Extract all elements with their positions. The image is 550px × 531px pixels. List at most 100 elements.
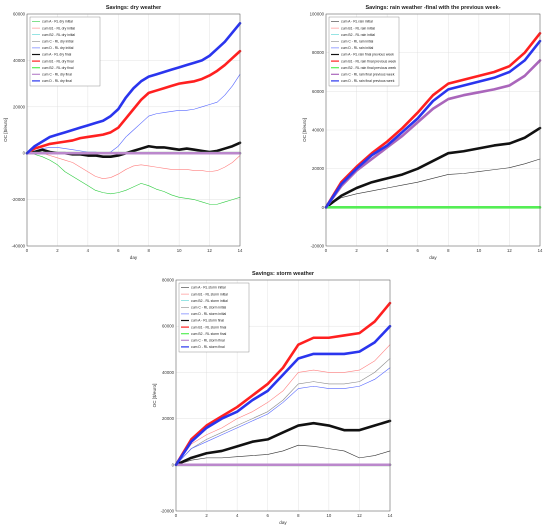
legend-entry: cum D - RL rain initial (341, 46, 374, 50)
legend-entry: cum D - RL rain final previous week (341, 79, 395, 83)
series-line-5 (175, 367, 391, 466)
legend-entry: cum A - RL dry initial (42, 20, 73, 24)
legend-entry: cum B2 - RL rain initial (341, 33, 375, 37)
y-tick-label: 100000 (310, 12, 325, 17)
legend-entry: cum B2 - RL rain final previous week (341, 66, 396, 70)
x-tick-label: 4 (87, 248, 90, 253)
legend-entry: cum B1 - RL dry final (42, 59, 74, 63)
x-tick-label: 14 (538, 248, 543, 253)
y-axis-label: OC [$/euro] (3, 118, 8, 142)
x-tick-label: 8 (148, 248, 151, 253)
x-tick-label: 8 (297, 513, 300, 518)
series-line-10 (324, 39, 542, 209)
x-tick-label: 12 (507, 248, 512, 253)
series-line-4 (175, 358, 391, 466)
x-tick-label: 6 (117, 248, 120, 253)
legend-entry: cum C - RL rain final previous week (341, 73, 395, 77)
y-tick-label: 0 (322, 205, 325, 210)
legend-entry: cum B1 - RL rain final previous week (341, 59, 396, 63)
series-line-9 (324, 59, 542, 209)
y-tick-label: 0 (172, 462, 175, 467)
y-tick-label: -20000 (311, 244, 325, 249)
plot-frame (26, 13, 241, 247)
x-tick-label: 2 (56, 248, 59, 253)
chart-panel-3: 0 2 4 6 8 10 12 14-20000020000400006000080000Sa… (152, 271, 393, 525)
x-tick-label: 4 (386, 248, 389, 253)
legend-entry: cum C - RL rain initial (341, 40, 374, 44)
legend-entry: cum C - RL storm initial (191, 306, 226, 310)
series-line-6 (324, 126, 542, 209)
x-tick-label: 10 (476, 248, 481, 253)
y-tick-label: 20000 (312, 166, 325, 171)
x-axis-label: day (279, 520, 287, 525)
series-line-1 (325, 158, 541, 208)
legend-entry: cum A - RL storm initial (191, 286, 226, 290)
legend: cum A - RL dry initial cum B1 - RL dry in… (29, 16, 101, 87)
legend-entry: cum A - RL storm final (191, 319, 224, 323)
legend-entry: cum B1 - RL dry initial (42, 26, 75, 30)
legend-entry: cum C - RL storm final (191, 339, 225, 343)
y-tick-label: 20000 (13, 104, 26, 109)
y-tick-label: 20000 (162, 416, 175, 421)
plot-frame (325, 13, 541, 247)
y-tick-label: 40000 (312, 128, 325, 133)
chart-panel-2: 0 2 4 6 8 10 12 14-2000002000040000600008000010… (302, 5, 543, 260)
y-tick-label: -20000 (12, 197, 26, 202)
x-tick-label: 6 (267, 513, 270, 518)
series-line-2 (26, 151, 241, 180)
legend-entry: cum D - RL storm initial (191, 312, 226, 316)
x-tick-label: 8 (447, 248, 450, 253)
legend-entry: cum D - RL dry final (42, 79, 72, 83)
chart-panel-1: 0 2 4 6 8 10 12 14 -40000 -20000 0 20000 40000 60000 S… (3, 5, 243, 260)
legend-entry: cum B2 - RL storm final (191, 332, 227, 336)
legend-entry: cum A - RL dry final (42, 53, 72, 57)
legend: cum A - RL storm initial cum B1 - RL stor… (178, 282, 250, 353)
series-line-7 (324, 32, 542, 209)
y-axis-label: OC [$/euro] (302, 118, 307, 142)
legend-entry: cum B1 - RL storm final (191, 325, 227, 329)
legend-entry: cum A - RL rain initial (341, 20, 373, 24)
legend-entry: cum B2 - RL dry final (42, 66, 74, 70)
y-tick-label: -20000 (161, 509, 175, 514)
x-tick-label: 12 (357, 513, 362, 518)
legend-entry: cum D - RL storm final (191, 345, 225, 349)
x-tick-label: 0 (26, 248, 29, 253)
x-tick-label: 0 (325, 248, 328, 253)
y-tick-label: 0 (23, 151, 26, 156)
series-line-10 (25, 21, 242, 155)
series-line-6 (174, 419, 392, 467)
x-tick-label: 12 (207, 248, 212, 253)
series-line-1 (175, 444, 391, 466)
legend-entry: cum A - RL rain final previous week (341, 53, 394, 57)
legend-entry: cum B2 - RL dry initial (42, 33, 75, 37)
legend-entry: cum C - RL dry initial (42, 40, 74, 44)
x-tick-label: 2 (205, 513, 208, 518)
y-tick-label: 60000 (162, 324, 175, 329)
series-line-7 (174, 301, 392, 467)
x-tick-label: 4 (236, 513, 239, 518)
series-line-1 (26, 152, 241, 205)
y-tick-label: -40000 (12, 244, 26, 249)
x-tick-label: 6 (417, 248, 420, 253)
y-tick-label: 60000 (312, 89, 325, 94)
legend-entry: cum C - RL dry final (42, 73, 72, 77)
legend-box (328, 16, 400, 87)
y-tick-label: 80000 (162, 278, 175, 283)
legend: cum A - RL rain initial cum B1 - RL rain … (328, 16, 400, 87)
series-line-10 (174, 324, 392, 467)
series-line-2 (175, 344, 391, 466)
x-tick-label: 14 (238, 248, 243, 253)
plot-frame (175, 279, 391, 512)
series-line-7 (25, 49, 242, 155)
chart-title: Savings: storm weather (252, 271, 315, 277)
legend-box (178, 282, 250, 353)
chart-title: Savings: dry weather (106, 5, 162, 11)
y-tick-label: 80000 (312, 50, 325, 55)
legend-entry: cum D - RL dry initial (42, 46, 74, 50)
x-tick-label: 2 (355, 248, 358, 253)
legend-box (29, 16, 101, 87)
x-tick-label: 14 (388, 513, 393, 518)
chart-title: Savings: rain weather -final with the pr… (365, 5, 500, 11)
y-tick-label: 40000 (162, 370, 175, 375)
